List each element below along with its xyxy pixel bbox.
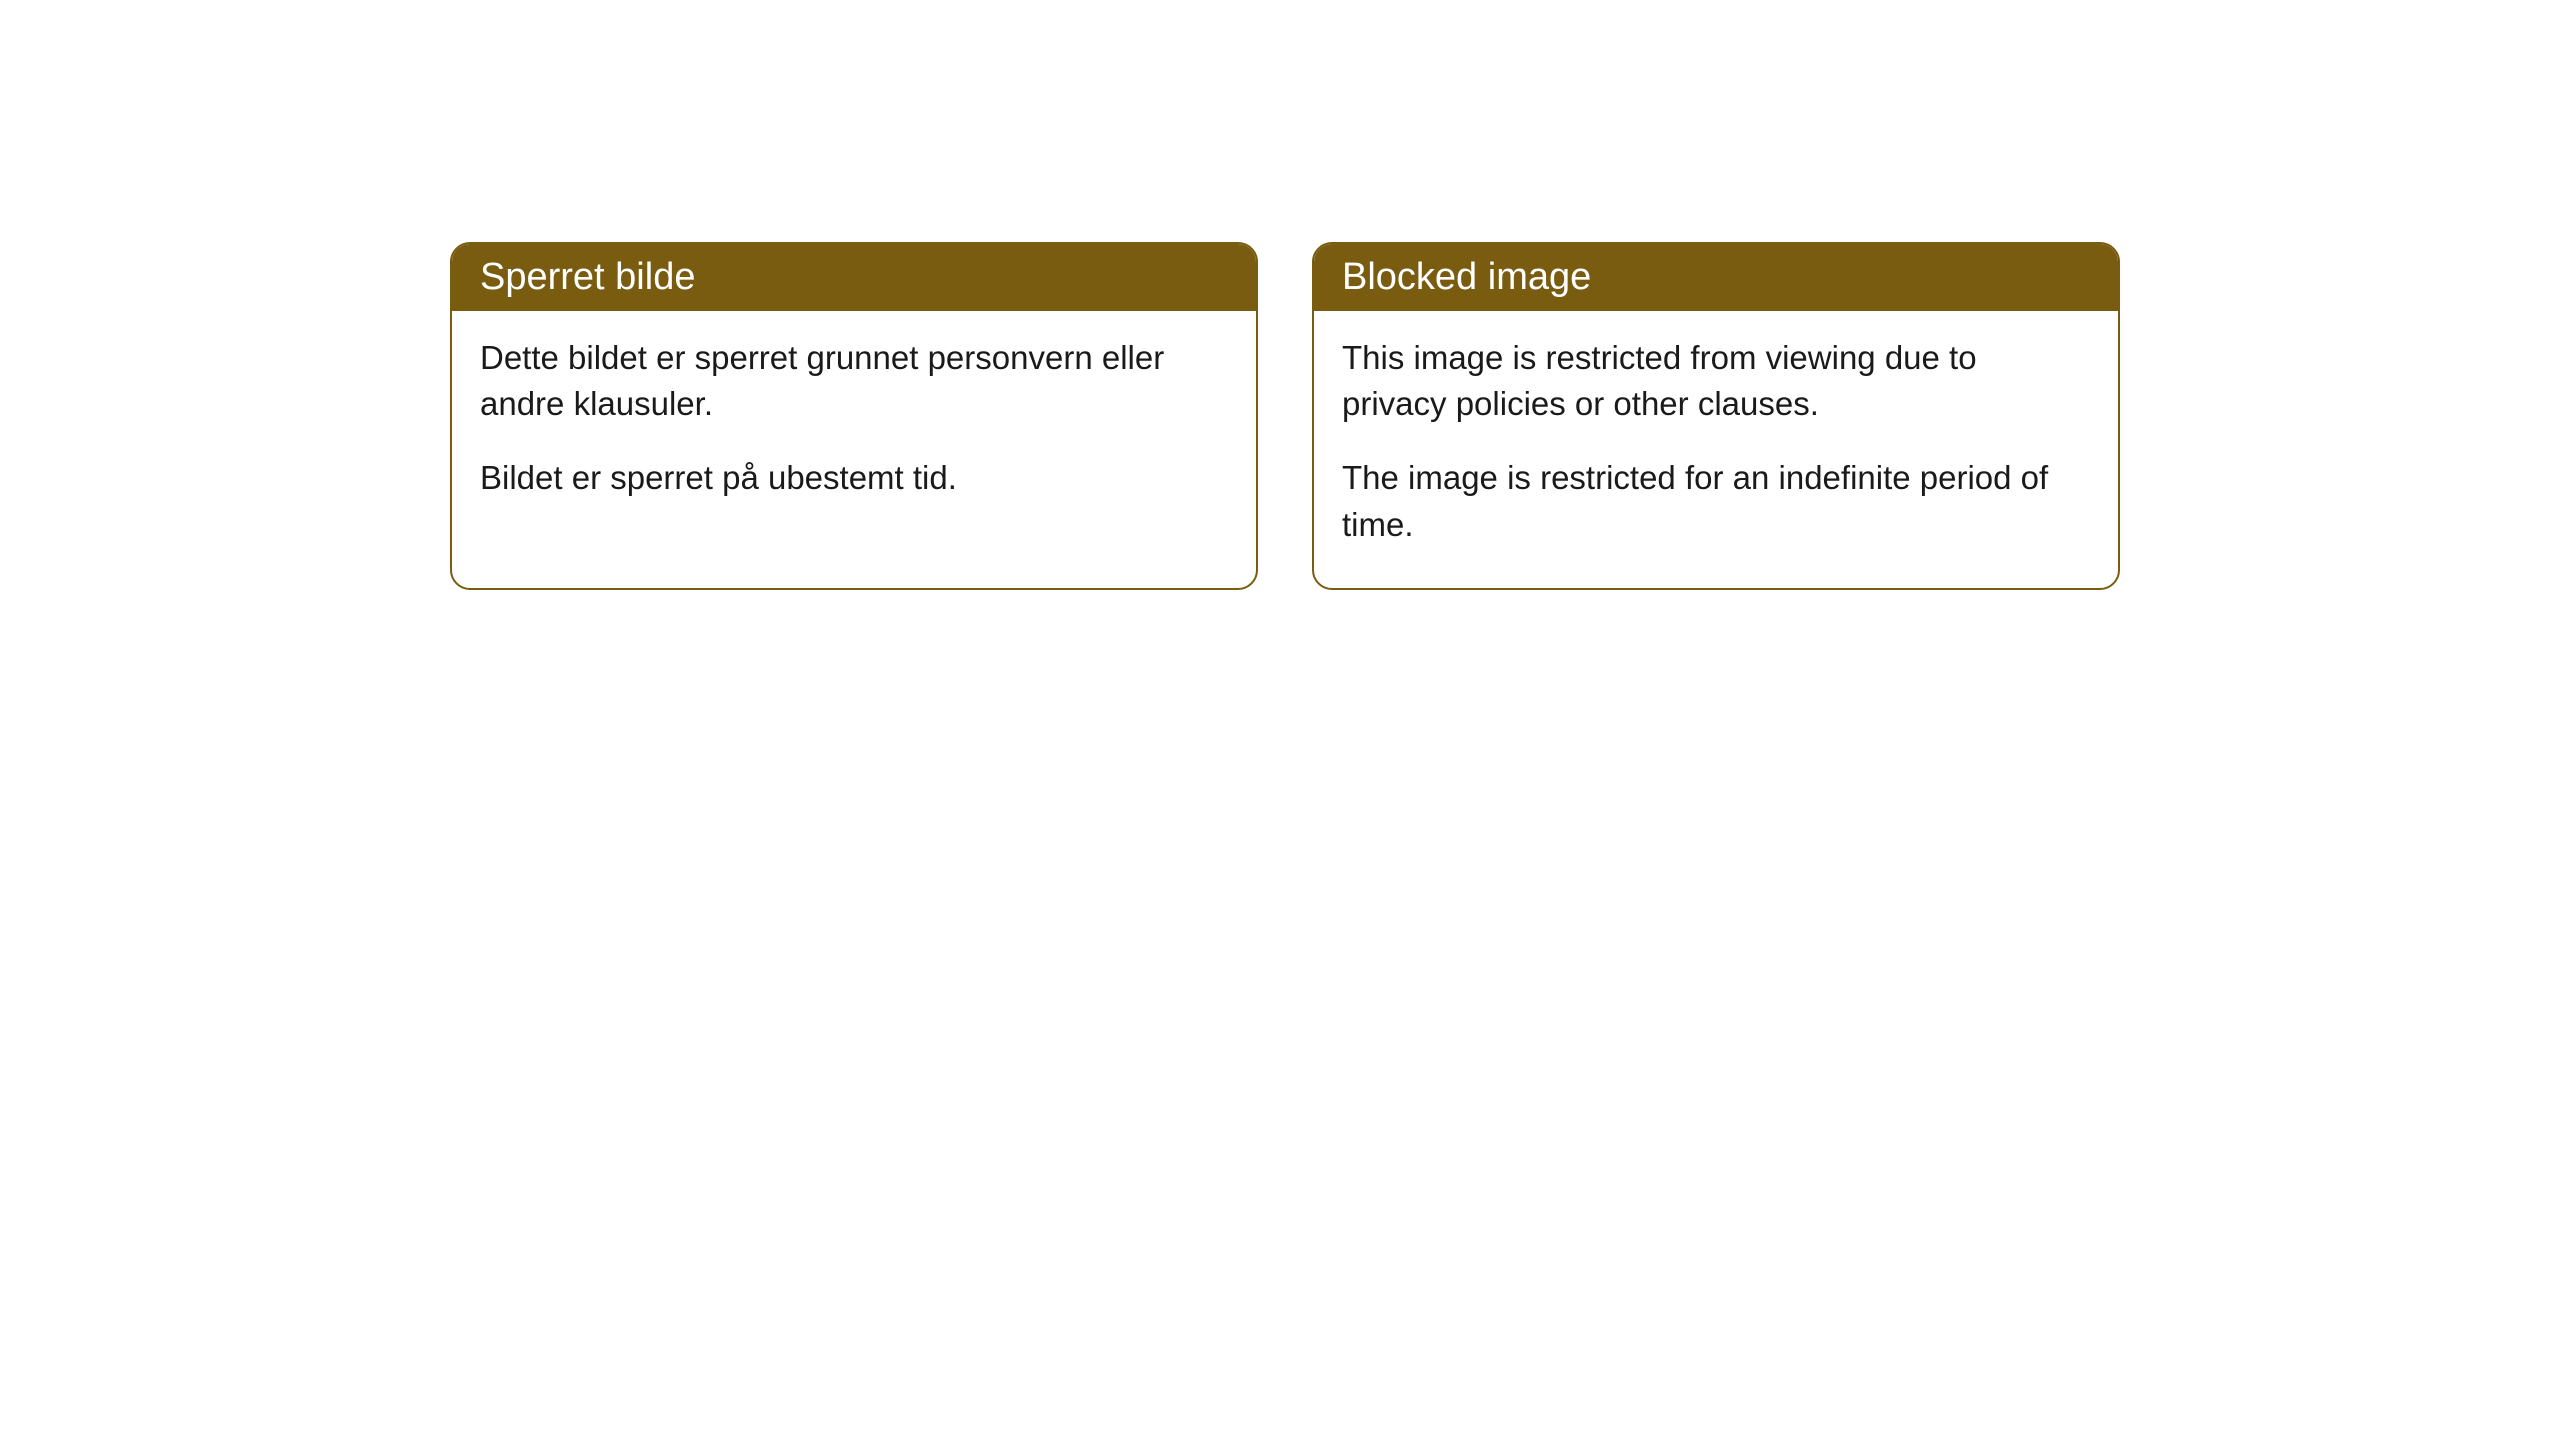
blocked-image-card-english: Blocked image This image is restricted f… — [1312, 242, 2120, 590]
card-container: Sperret bilde Dette bildet er sperret gr… — [450, 242, 2120, 590]
card-paragraph-1: Dette bildet er sperret grunnet personve… — [480, 335, 1228, 427]
card-header-english: Blocked image — [1314, 244, 2118, 311]
blocked-image-card-norwegian: Sperret bilde Dette bildet er sperret gr… — [450, 242, 1258, 590]
card-body-english: This image is restricted from viewing du… — [1314, 311, 2118, 588]
card-title: Sperret bilde — [480, 256, 695, 298]
card-paragraph-2: Bildet er sperret på ubestemt tid. — [480, 455, 1228, 501]
card-title: Blocked image — [1342, 256, 1591, 298]
card-body-norwegian: Dette bildet er sperret grunnet personve… — [452, 311, 1256, 542]
card-paragraph-1: This image is restricted from viewing du… — [1342, 335, 2090, 427]
card-header-norwegian: Sperret bilde — [452, 244, 1256, 311]
card-paragraph-2: The image is restricted for an indefinit… — [1342, 455, 2090, 547]
